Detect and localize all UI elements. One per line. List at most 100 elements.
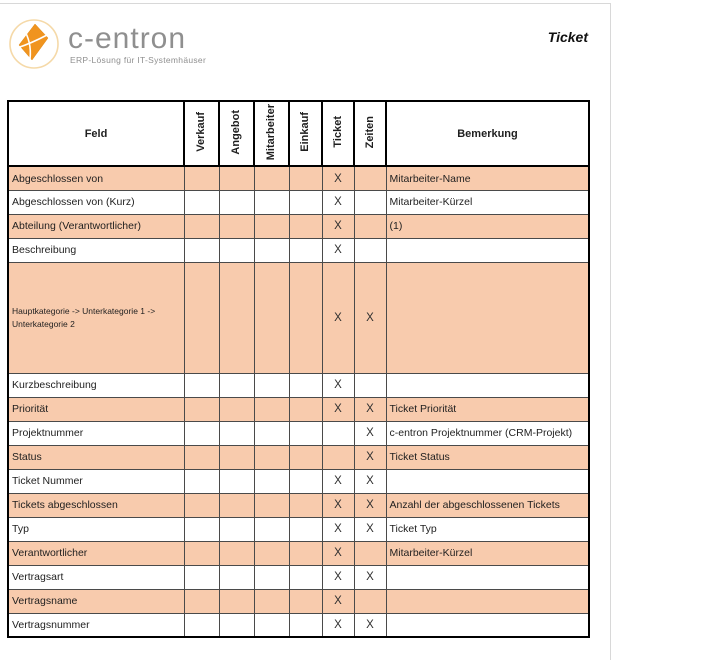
mark-cell xyxy=(183,492,220,518)
mark-cell: X xyxy=(353,396,387,422)
table-row: Priorität X X Ticket Priorität xyxy=(7,396,590,422)
feld-cell: Vertragsnummer xyxy=(7,612,185,638)
mark-cell xyxy=(253,396,290,422)
mark-cell xyxy=(218,213,255,239)
mark-cell xyxy=(218,492,255,518)
bemerkung-cell: Anzahl der abgeschlossenen Tickets xyxy=(385,492,590,518)
mark-cell xyxy=(288,396,323,422)
mark-cell xyxy=(288,564,323,590)
mark-cell xyxy=(253,444,290,470)
feld-cell: Tickets abgeschlossen xyxy=(7,492,185,518)
table-row: Typ X X Ticket Typ xyxy=(7,516,590,542)
mark-cell xyxy=(288,516,323,542)
bemerkung-cell xyxy=(385,588,590,614)
mark-cell xyxy=(218,564,255,590)
feld-cell: Vertragsname xyxy=(7,588,185,614)
column-header-angebot: Angebot xyxy=(218,99,255,168)
table-header-row: Feld Verkauf Angebot Mitarbeiter Einkauf… xyxy=(7,99,590,168)
mark-cell xyxy=(353,540,387,566)
mark-cell xyxy=(288,612,323,638)
table-row: Status X Ticket Status xyxy=(7,444,590,470)
mark-cell xyxy=(218,588,255,614)
bemerkung-cell: c-entron Projektnummer (CRM-Projekt) xyxy=(385,420,590,446)
table-row: Vertragsname X xyxy=(7,588,590,614)
mark-cell xyxy=(288,444,323,470)
table-row: Tickets abgeschlossen X X Anzahl der abgesc… xyxy=(7,492,590,518)
table-row: Beschreibung X xyxy=(7,237,590,263)
feld-cell: Abgeschlossen von (Kurz) xyxy=(7,189,185,215)
mark-cell xyxy=(353,237,387,263)
bemerkung-cell xyxy=(385,612,590,638)
mark-cell xyxy=(353,189,387,215)
mark-cell xyxy=(183,213,220,239)
mark-cell: X xyxy=(321,396,355,422)
feld-cell: Beschreibung xyxy=(7,237,185,263)
mark-cell xyxy=(183,261,220,374)
bemerkung-cell xyxy=(385,237,590,263)
mark-cell: X xyxy=(321,213,355,239)
mark-cell xyxy=(253,213,290,239)
mark-cell xyxy=(253,372,290,398)
mark-cell: X xyxy=(321,540,355,566)
mark-cell xyxy=(253,540,290,566)
mark-cell xyxy=(288,261,323,374)
mark-cell xyxy=(183,189,220,215)
mark-cell xyxy=(183,540,220,566)
mark-cell xyxy=(253,420,290,446)
mark-cell xyxy=(218,516,255,542)
mark-cell xyxy=(253,261,290,374)
bemerkung-cell xyxy=(385,468,590,494)
table-row: Abgeschlossen von (Kurz) X Mitarbeiter-Kür… xyxy=(7,189,590,215)
feld-cell: Kurzbeschreibung xyxy=(7,372,185,398)
feld-cell: Vertragsart xyxy=(7,564,185,590)
column-header-feld: Feld xyxy=(7,99,185,168)
feld-cell: Ticket Nummer xyxy=(7,468,185,494)
table-row: Abteilung (Verantwortlicher) X (1) xyxy=(7,213,590,239)
mark-cell xyxy=(253,189,290,215)
mark-cell xyxy=(218,372,255,398)
mark-cell: X xyxy=(321,372,355,398)
mark-cell xyxy=(353,372,387,398)
mark-cell xyxy=(183,612,220,638)
column-header-bemerkung: Bemerkung xyxy=(385,99,590,168)
feld-cell: Projektnummer xyxy=(7,420,185,446)
mark-cell xyxy=(183,396,220,422)
table-row: Vertragsart X X xyxy=(7,564,590,590)
mark-cell xyxy=(253,492,290,518)
mark-cell: X xyxy=(321,237,355,263)
mark-cell xyxy=(218,612,255,638)
mark-cell xyxy=(288,540,323,566)
bemerkung-cell xyxy=(385,261,590,374)
mark-cell xyxy=(288,492,323,518)
mark-cell xyxy=(183,588,220,614)
feld-cell: Hauptkategorie -> Unterkategorie 1 -> Un… xyxy=(7,261,185,374)
mark-cell xyxy=(183,516,220,542)
table-row: Verantwortlicher X Mitarbeiter-Kürzel xyxy=(7,540,590,566)
bemerkung-cell: Mitarbeiter-Kürzel xyxy=(385,540,590,566)
mark-cell xyxy=(288,213,323,239)
feld-cell: Abgeschlossen von xyxy=(7,165,185,191)
bemerkung-cell: Ticket Status xyxy=(385,444,590,470)
mark-cell xyxy=(288,189,323,215)
bemerkung-cell xyxy=(385,564,590,590)
feld-cell: Status xyxy=(7,444,185,470)
mark-cell xyxy=(353,588,387,614)
bemerkung-cell: Mitarbeiter-Kürzel xyxy=(385,189,590,215)
brand-tagline: ERP-Lösung für IT-Systemhäuser xyxy=(70,55,207,65)
mark-cell xyxy=(353,213,387,239)
mark-cell xyxy=(218,468,255,494)
brand-text-block: c-entron ERP-Lösung für IT-Systemhäuser xyxy=(68,18,207,66)
mark-cell xyxy=(183,372,220,398)
mark-cell xyxy=(183,237,220,263)
mark-cell xyxy=(218,189,255,215)
mark-cell xyxy=(288,588,323,614)
column-header-zeiten: Zeiten xyxy=(353,99,387,168)
document-page: c-entron ERP-Lösung für IT-Systemhäuser … xyxy=(0,3,611,660)
mark-cell: X xyxy=(353,564,387,590)
feld-cell: Priorität xyxy=(7,396,185,422)
mark-cell xyxy=(353,165,387,191)
mark-cell: X xyxy=(321,516,355,542)
mark-cell xyxy=(288,237,323,263)
mark-cell: X xyxy=(353,612,387,638)
